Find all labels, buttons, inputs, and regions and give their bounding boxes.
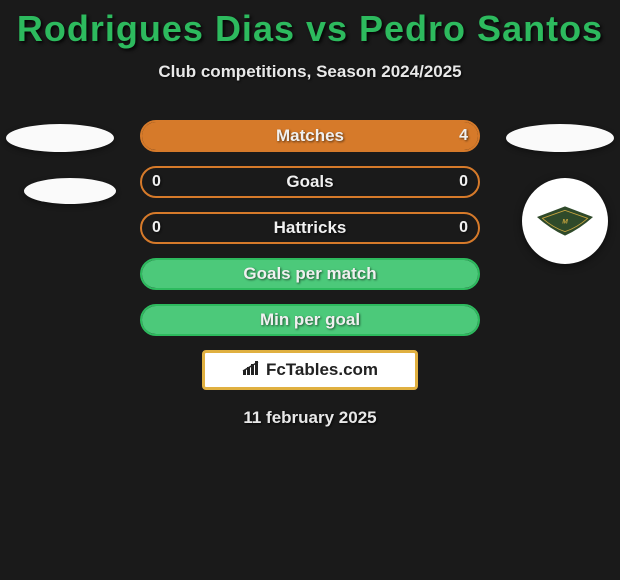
club-right-badge: M (522, 178, 608, 264)
stat-value-right: 0 (459, 173, 468, 191)
stats-rows: Matches 4 0 Goals 0 0 Hattricks 0 Goals per matc… (140, 120, 480, 336)
stat-value-right: 4 (459, 127, 468, 145)
stat-row: Goals per match (140, 258, 480, 290)
date-text: 11 february 2025 (0, 408, 620, 428)
stat-row: 0 Goals 0 (140, 166, 480, 198)
stat-label: Matches (276, 126, 344, 146)
comparison-card: Rodrigues Dias vs Pedro Santos Club comp… (0, 0, 620, 428)
stat-value-right: 0 (459, 219, 468, 237)
stat-label: Goals (286, 172, 333, 192)
stat-row: 0 Hattricks 0 (140, 212, 480, 244)
stat-row: Min per goal (140, 304, 480, 336)
player-left-avatar-placeholder (6, 124, 114, 152)
player-right-avatar-placeholder (506, 124, 614, 152)
branding-text: FcTables.com (266, 360, 378, 380)
page-title: Rodrigues Dias vs Pedro Santos (0, 8, 620, 50)
stat-value-left: 0 (152, 173, 161, 191)
subtitle: Club competitions, Season 2024/2025 (0, 62, 620, 82)
stat-row: Matches 4 (140, 120, 480, 152)
stat-value-left: 0 (152, 219, 161, 237)
svg-text:M: M (562, 219, 568, 226)
chart-icon (242, 360, 262, 381)
stat-label: Min per goal (260, 310, 360, 330)
club-left-badge-placeholder (24, 178, 116, 204)
branding-box: FcTables.com (202, 350, 418, 390)
stat-label: Hattricks (274, 218, 347, 238)
stat-label: Goals per match (243, 264, 376, 284)
club-crest-icon: M (530, 201, 600, 241)
